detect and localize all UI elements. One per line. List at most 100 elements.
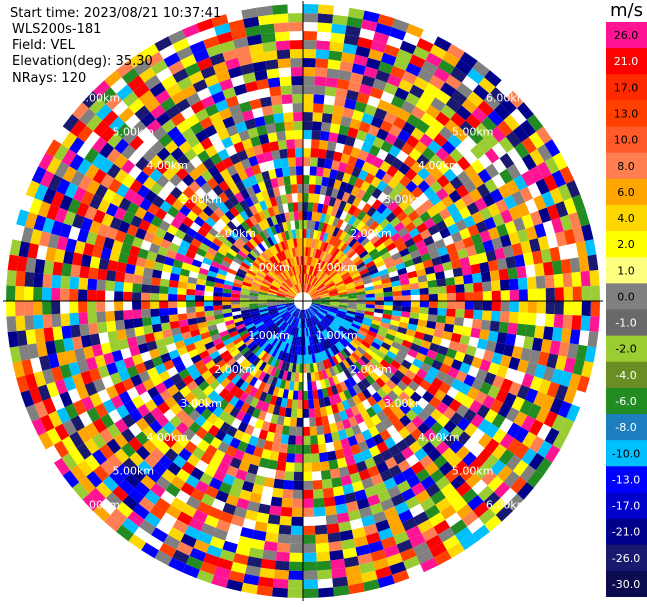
radar-gate: [327, 310, 337, 316]
radar-gate: [6, 270, 17, 286]
radar-gate: [329, 323, 338, 332]
radar-gate: [337, 240, 346, 250]
radar-gate: [418, 313, 429, 321]
radar-gate: [576, 375, 590, 393]
radar-gate: [420, 339, 432, 350]
radar-gate: [449, 439, 464, 454]
radar-gate: [168, 60, 185, 75]
radar-gate: [270, 284, 279, 290]
radar-gate: [491, 173, 506, 189]
radar-gate: [311, 326, 316, 336]
radar-gate: [339, 361, 348, 372]
radar-gate: [387, 200, 399, 212]
radar-gate: [303, 229, 307, 239]
radar-gate: [177, 294, 187, 301]
radar-gate: [386, 35, 403, 49]
radar-gate: [305, 283, 309, 293]
radar-gate: [479, 230, 492, 243]
radar-gate: [46, 381, 60, 398]
radar-gate: [329, 123, 341, 134]
radar-gate: [386, 424, 399, 437]
radar-gate: [60, 313, 71, 327]
radar-gate: [308, 184, 316, 194]
radar-gate: [417, 68, 434, 83]
radar-gate: [389, 216, 401, 228]
radar-gate: [320, 292, 330, 297]
radar-gate: [397, 129, 411, 143]
radar-gate: [521, 415, 536, 432]
radar-gate: [84, 381, 98, 397]
radar-gate: [299, 309, 302, 319]
radar-gate: [297, 202, 303, 212]
radar-gate: [343, 335, 352, 344]
radar-gate: [391, 310, 402, 317]
radar-gate: [347, 250, 357, 259]
colorbar-swatch: [606, 48, 647, 75]
radar-gate: [261, 448, 272, 460]
radar-gate: [339, 339, 348, 348]
radar-gate: [314, 239, 320, 249]
radar-gate: [285, 303, 295, 308]
radar-gate: [25, 329, 37, 345]
radar-gate: [485, 423, 500, 439]
radar-gate: [269, 450, 280, 461]
radar-gate: [68, 361, 81, 377]
radar-gate: [386, 364, 398, 375]
radar-gate: [93, 504, 111, 522]
radar-gate: [118, 107, 135, 123]
radar-gate: [347, 305, 357, 310]
radar-gate: [368, 445, 381, 458]
radar-gate: [349, 518, 364, 530]
radar-gate: [375, 22, 392, 36]
radar-gate: [244, 218, 254, 229]
radar-gate: [257, 410, 267, 421]
radar-gate: [303, 4, 319, 14]
radar-gate: [377, 574, 395, 588]
radar-gate: [519, 186, 534, 203]
radar-gate: [258, 161, 269, 173]
radar-gate: [96, 290, 106, 301]
radar-gate: [106, 438, 122, 454]
radar-gate: [223, 199, 235, 211]
radar-gate: [457, 342, 469, 354]
radar-gate: [318, 221, 324, 232]
radar-gate: [163, 52, 181, 68]
radar-gate: [229, 406, 240, 418]
radar-crosshair: [3, 1, 603, 601]
radar-gate: [246, 34, 263, 46]
radar-gate: [540, 248, 552, 263]
radar-gate: [43, 260, 55, 275]
radar-gate: [392, 419, 405, 433]
radar-gate: [212, 527, 228, 541]
radar-gate: [228, 395, 240, 407]
radar-gate: [189, 155, 203, 169]
radar-gate: [183, 337, 194, 347]
radar-gate: [429, 512, 446, 527]
radar-gate: [272, 578, 289, 589]
radar-gate: [71, 336, 83, 350]
radar-gate: [91, 152, 107, 169]
radar-gate: [104, 515, 122, 532]
radar-gate: [219, 264, 229, 272]
radar-gate: [222, 292, 232, 298]
radar-gate: [454, 351, 466, 363]
radar-gate: [327, 244, 335, 255]
radar-gate: [335, 280, 345, 287]
radar-gate: [510, 476, 527, 494]
radar-gate: [219, 330, 229, 338]
radar-gate: [292, 202, 299, 212]
radar-gate: [496, 258, 508, 270]
radar-gate: [218, 191, 229, 204]
radar-gate: [482, 239, 495, 253]
radar-gate: [355, 370, 366, 382]
radar-gate: [394, 87, 410, 101]
radar-gate: [309, 306, 317, 313]
radar-gate: [134, 481, 151, 497]
radar-gate: [164, 193, 178, 206]
radar-gate: [396, 150, 409, 163]
radar-gate: [167, 205, 180, 218]
radar-gate: [276, 303, 286, 307]
radar-gate: [77, 427, 92, 444]
radar-gate: [520, 240, 532, 255]
radar-gate: [443, 168, 457, 183]
